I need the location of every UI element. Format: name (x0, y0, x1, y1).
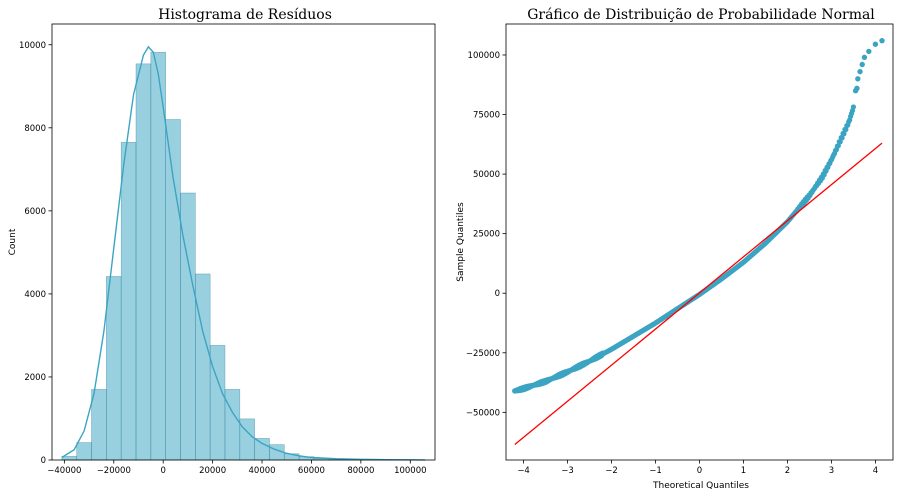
y-tick-label: 100000 (468, 51, 500, 61)
reference-line (514, 142, 883, 446)
histogram-bar (209, 345, 226, 461)
y-tick-label: 10000 (19, 41, 46, 51)
qq-point (839, 135, 845, 141)
qq-y-ticks: −50000 −25000 0 25000 50000 75000 100000 (466, 51, 506, 418)
qq-point (525, 384, 531, 391)
qq-point (866, 48, 872, 55)
qq-x-ticks: −4 −3 −2 −1 0 1 2 3 4 (517, 460, 878, 476)
qq-point (518, 385, 525, 392)
x-tick-label: 1 (741, 466, 746, 476)
x-tick-label: 20000 (199, 466, 226, 476)
x-tick-label: 40000 (249, 466, 276, 476)
x-tick-label: 0 (697, 466, 702, 476)
qq-point (879, 37, 885, 44)
y-tick-label: 6000 (24, 207, 46, 217)
histogram-frame (51, 23, 436, 461)
y-tick-label: 8000 (24, 124, 46, 134)
y-tick-label: 2000 (24, 373, 46, 383)
x-tick-label: −1 (649, 466, 662, 476)
histogram-bar (254, 438, 270, 461)
qq-plot-frame (505, 23, 894, 461)
histogram-bar (195, 273, 211, 461)
y-tick-label: −50000 (466, 408, 500, 418)
qq-plot-panel: Gráfico de Distribuição de Probabilidade… (456, 7, 894, 491)
qq-point (859, 61, 865, 68)
qq-point (872, 41, 879, 47)
histogram-title: Histograma de Resíduos (158, 7, 332, 23)
x-tick-label: 4 (873, 466, 878, 476)
histogram-plot-area (61, 45, 426, 461)
qq-point (854, 85, 860, 92)
qq-point (837, 139, 843, 145)
histogram-y-axis-label: Count (8, 228, 18, 255)
kde-curve (61, 45, 426, 461)
histogram-bar (106, 276, 122, 461)
qq-point (835, 143, 841, 149)
y-tick-label: 50000 (473, 170, 500, 180)
histogram-y-ticks: 0 2000 4000 6000 8000 10000 (19, 41, 52, 466)
y-tick-label: 0 (495, 289, 500, 299)
histogram-bar (135, 63, 152, 461)
histogram-bar (91, 389, 107, 461)
qq-point (857, 68, 863, 75)
histogram-bar (224, 389, 241, 461)
qq-x-axis-label: Theoretical Quantiles (652, 481, 749, 491)
x-tick-label: −4 (517, 466, 530, 476)
x-tick-label: −2 (605, 466, 618, 476)
x-tick-label: −40000 (47, 466, 81, 476)
y-tick-label: 4000 (24, 290, 46, 300)
x-tick-label: 3 (829, 466, 834, 476)
qq-point (861, 54, 868, 61)
y-tick-label: 0 (41, 456, 46, 466)
qq-point (850, 104, 857, 110)
x-tick-label: 0 (160, 466, 165, 476)
qq-point (841, 131, 847, 137)
histogram-x-ticks: −40000 −20000 0 20000 40000 60000 80000 100000 (47, 460, 427, 476)
histogram-bar (120, 142, 137, 461)
x-tick-label: −20000 (97, 466, 131, 476)
qq-plot-title: Gráfico de Distribuição de Probabilidade… (527, 7, 875, 23)
x-tick-label: −3 (561, 466, 574, 476)
histogram-bar (76, 442, 92, 461)
histogram-panel: Histograma de Resíduos Count −40000 −2000… (8, 7, 436, 476)
x-tick-label: 60000 (298, 466, 325, 476)
qq-point (512, 388, 518, 394)
y-tick-label: 75000 (473, 111, 500, 121)
qq-point (855, 76, 861, 82)
y-tick-label: −25000 (466, 349, 500, 359)
y-tick-label: 25000 (473, 230, 500, 240)
x-tick-label: 80000 (347, 466, 374, 476)
histogram-bar (165, 119, 181, 461)
x-tick-label: 100000 (394, 466, 426, 476)
qq-y-axis-label: Sample Quantiles (456, 202, 466, 282)
histogram-bar (239, 418, 255, 461)
qq-plot-area (512, 37, 885, 446)
x-tick-label: 2 (785, 466, 790, 476)
